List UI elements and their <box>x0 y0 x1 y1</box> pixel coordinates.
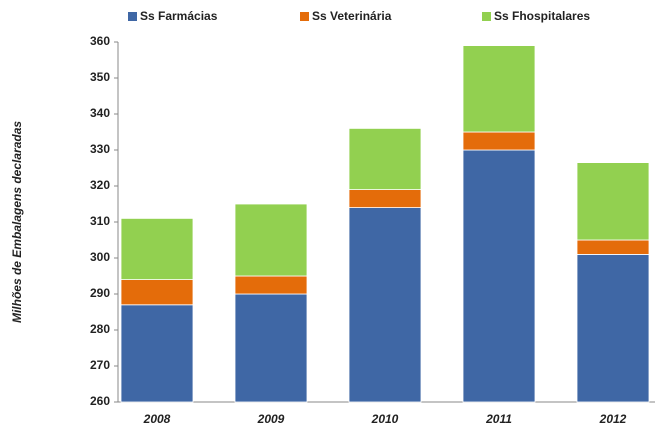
bar-segment <box>234 203 308 277</box>
bar-segment <box>576 162 650 241</box>
y-tick-label: 330 <box>90 142 110 156</box>
y-tick-label: 340 <box>90 106 110 120</box>
bar-segment <box>462 131 536 151</box>
bar-segment <box>462 45 536 133</box>
bar-segment <box>348 189 422 209</box>
y-tick-label: 360 <box>90 34 110 48</box>
legend-swatch <box>300 12 309 21</box>
x-tick-label: 2010 <box>371 412 399 426</box>
y-tick-label: 310 <box>90 214 110 228</box>
bar-segment <box>120 217 194 280</box>
legend-label: Ss Veterinária <box>312 9 392 23</box>
y-tick-label: 290 <box>90 286 110 300</box>
bar-segment <box>234 293 308 403</box>
y-tick-label: 260 <box>90 394 110 408</box>
bar-segment <box>348 207 422 403</box>
y-tick-label: 300 <box>90 250 110 264</box>
legend-label: Ss Fhospitalares <box>494 9 590 23</box>
x-tick-label: 2009 <box>257 412 285 426</box>
bar-segment <box>120 279 194 306</box>
bar-segment <box>462 149 536 403</box>
x-tick-label: 2011 <box>485 412 512 426</box>
x-tick-label: 2008 <box>143 412 171 426</box>
y-tick-label: 350 <box>90 70 110 84</box>
bar-segment <box>576 239 650 255</box>
bar-segment <box>120 304 194 403</box>
x-tick-label: 2012 <box>599 412 627 426</box>
bar-segment <box>234 275 308 295</box>
bar-segment <box>348 127 422 190</box>
bar-segment <box>576 253 650 403</box>
legend-label: Ss Farmácias <box>140 9 218 23</box>
y-tick-label: 270 <box>90 358 110 372</box>
legend-swatch <box>482 12 491 21</box>
legend-swatch <box>128 12 137 21</box>
y-tick-label: 280 <box>90 322 110 336</box>
y-tick-label: 320 <box>90 178 110 192</box>
y-axis-label: Milhões de Embalagens declaradas <box>10 121 24 323</box>
